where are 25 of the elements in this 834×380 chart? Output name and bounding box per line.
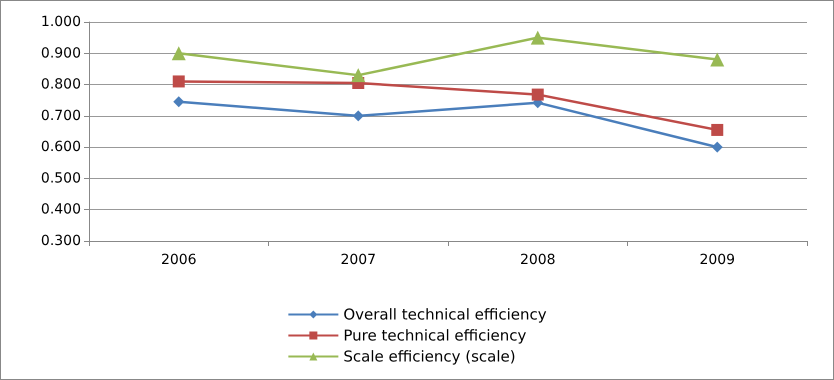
point	[710, 52, 724, 67]
y-tick-label: 0.900	[40, 45, 81, 62]
y-tick-label: 0.700	[40, 108, 81, 124]
y-tick-label: 0.500	[40, 170, 81, 186]
y-tick-label: 0.300	[40, 233, 81, 249]
point	[532, 88, 544, 101]
point	[530, 30, 545, 45]
point	[352, 110, 364, 122]
point	[711, 124, 724, 136]
legend-label: Overall technical efficiency	[343, 306, 547, 324]
point	[173, 96, 184, 108]
point	[351, 68, 366, 82]
y-tick-label: 0.800	[40, 76, 81, 93]
point	[172, 75, 185, 88]
legend-label: Scale efficiency (scale)	[343, 348, 516, 366]
y-tick-label: 0.600	[40, 139, 81, 156]
point	[712, 142, 723, 153]
x-tick-label: 2008	[520, 252, 556, 268]
legend-label: Pure technical efficiency	[343, 326, 527, 344]
x-tick-label: 2007	[340, 252, 376, 268]
x-tick-label: 2006	[160, 252, 197, 268]
x-tick-label: 2009	[699, 252, 736, 268]
point	[172, 46, 186, 60]
y-tick-label: 0.400	[40, 202, 81, 218]
y-tick-label: 1.000	[40, 14, 81, 30]
